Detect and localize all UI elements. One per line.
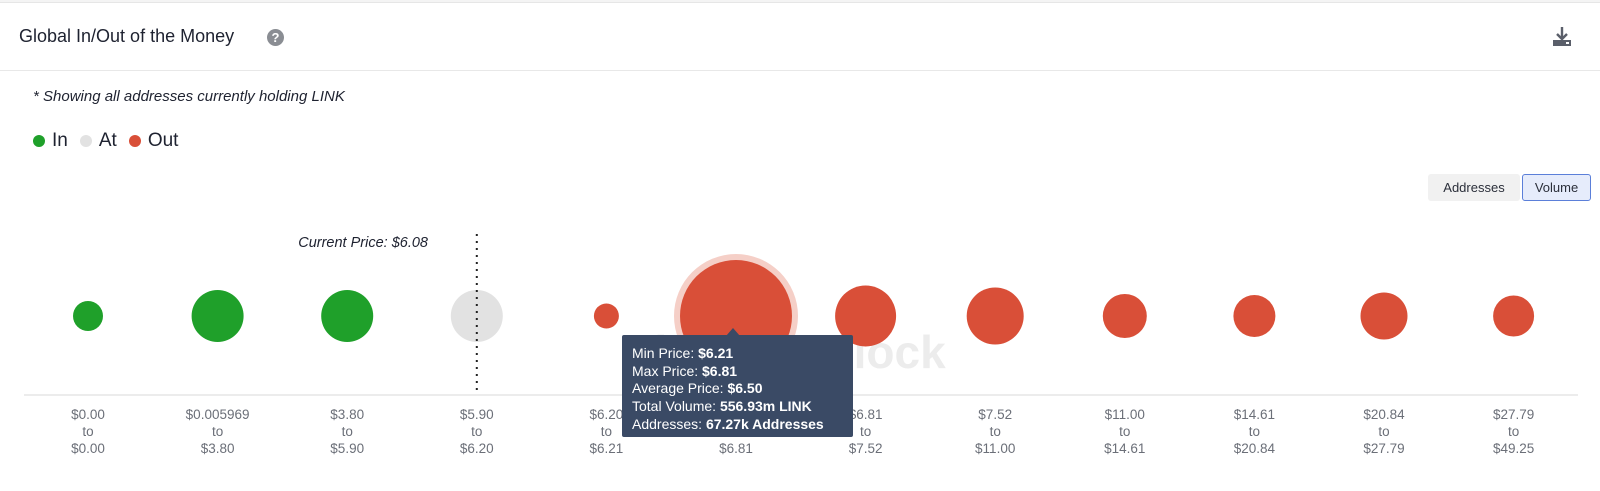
legend-dot-in	[33, 135, 45, 147]
tooltip-max-label: Max Price:	[632, 362, 699, 379]
x-tick-label: to	[212, 424, 223, 439]
bubble-out[interactable]	[1233, 295, 1276, 337]
tooltip-addresses-label: Addresses:	[632, 415, 703, 432]
question-circle-icon[interactable]: ?	[267, 29, 284, 46]
x-tick-label: to	[1378, 424, 1389, 439]
x-tick-label: $14.61	[1234, 407, 1275, 422]
x-tick-label: $20.84	[1234, 441, 1276, 456]
x-tick-label: to	[342, 424, 353, 439]
x-tick-label: $27.79	[1363, 441, 1404, 456]
page-title: Global In/Out of the Money	[19, 26, 235, 46]
x-tick-label: $0.00	[71, 407, 105, 422]
x-tick-label: to	[471, 424, 482, 439]
x-tick-label: to	[82, 424, 93, 439]
x-tick-label: $0.005969	[186, 407, 250, 422]
x-tick-label: to	[601, 424, 612, 439]
x-tick-label: $11.00	[975, 441, 1015, 456]
x-tick-label: $20.84	[1363, 407, 1405, 422]
legend-label-out: Out	[147, 130, 179, 151]
x-tick-label: $7.52	[978, 407, 1012, 422]
x-tick-label: $5.90	[460, 407, 494, 422]
bubble-at[interactable]	[450, 290, 503, 342]
tooltip-volume-label: Total Volume:	[632, 398, 717, 415]
bucket-tooltip: Min Price: $6.21 Max Price: $6.81 Averag…	[622, 335, 853, 437]
addresses-toggle-button[interactable]: Addresses	[1428, 174, 1520, 201]
x-tick-label: $27.79	[1493, 407, 1534, 422]
x-tick-label: $6.81	[719, 441, 753, 456]
tooltip-avg-value: $6.50	[727, 380, 763, 397]
current-price-label: Current Price: $6.08	[298, 235, 428, 251]
x-tick-label: $7.52	[849, 441, 883, 456]
bubble-in[interactable]	[191, 290, 244, 342]
x-tick-label: $11.00	[1105, 407, 1145, 422]
bubble-out[interactable]	[593, 303, 619, 329]
bubble-out[interactable]	[1360, 292, 1408, 340]
download-icon[interactable]	[1550, 25, 1574, 49]
bubble-in[interactable]	[73, 301, 103, 331]
x-tick-label: to	[1249, 424, 1260, 439]
bubble-out[interactable]	[966, 287, 1024, 345]
tooltip-avg-label: Average Price:	[632, 380, 724, 397]
volume-toggle-button[interactable]: Volume	[1522, 174, 1591, 201]
x-tick-label: $14.61	[1104, 441, 1145, 456]
card-header: Global In/Out of the Money ?	[0, 3, 1600, 71]
legend-dot-at	[79, 135, 92, 147]
legend-label-at: At	[98, 130, 117, 151]
bubble-out[interactable]	[835, 285, 897, 347]
legend-dot-out	[128, 135, 141, 147]
holding-note: * Showing all addresses currently holdin…	[33, 88, 345, 105]
x-tick-label: to	[990, 424, 1001, 439]
x-tick-label: $5.90	[330, 441, 364, 456]
legend-item-out[interactable]: Out	[128, 130, 179, 152]
tooltip-min-label: Min Price:	[632, 345, 695, 361]
x-tick-label: to	[860, 424, 871, 439]
bubble-out[interactable]	[1102, 294, 1147, 338]
x-tick-label: $0.00	[71, 441, 105, 456]
tooltip-min-value: $6.21	[698, 345, 734, 361]
tooltip-max-row: Max Price: $6.81	[632, 363, 843, 381]
x-tick-label: $6.81	[849, 407, 883, 422]
tooltip-volume-row: Total Volume: 556.93m LINK	[632, 398, 843, 416]
x-tick-label: to	[1508, 424, 1519, 439]
tooltip-max-value: $6.81	[702, 362, 738, 379]
tooltip-avg-row: Average Price: $6.50	[632, 380, 843, 398]
tooltip-arrow	[726, 328, 740, 336]
legend-item-at[interactable]: At	[79, 130, 117, 152]
x-tick-label: $6.20	[460, 441, 494, 456]
tooltip-addresses-row: Addresses: 67.27k Addresses	[632, 416, 843, 434]
x-tick-label: to	[1119, 424, 1130, 439]
tooltip-min-row: Min Price: $6.21	[632, 345, 843, 363]
tooltip-addresses-value: 67.27k Addresses	[705, 415, 824, 432]
bubble-in[interactable]	[321, 290, 374, 342]
x-tick-label: $49.25	[1493, 441, 1534, 456]
x-tick-label: $3.80	[201, 441, 235, 456]
legend-label-in: In	[52, 130, 68, 151]
legend-item-in[interactable]: In	[33, 130, 68, 152]
x-tick-label: $3.80	[330, 407, 364, 422]
legend: In At Out	[33, 130, 190, 152]
bubble-out[interactable]	[1493, 295, 1535, 337]
x-tick-label: $6.21	[590, 441, 624, 456]
tooltip-volume-value: 556.93m LINK	[719, 398, 812, 415]
x-tick-label: $6.20	[590, 407, 624, 422]
